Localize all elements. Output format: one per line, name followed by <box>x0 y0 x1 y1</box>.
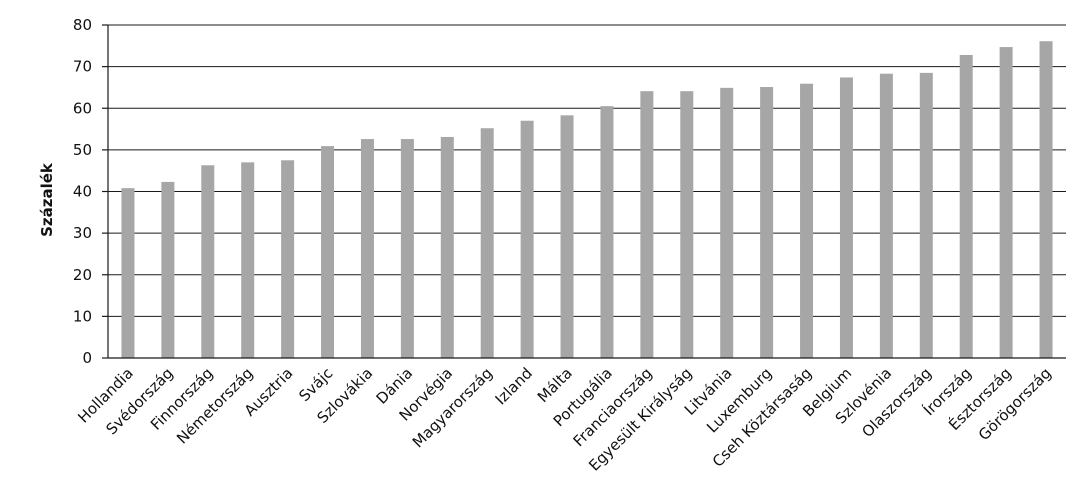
y-axis-title: Százalék <box>38 162 56 237</box>
bar <box>1039 41 1053 358</box>
bar <box>959 54 973 358</box>
y-tick-labels: 0 10 20 30 40 50 60 70 80 <box>73 16 92 367</box>
y-tick-label: 10 <box>73 307 92 325</box>
bar <box>480 128 494 358</box>
bar <box>321 146 335 358</box>
x-tick-labels: HollandiaSvédországFinnországNémetország… <box>74 363 1055 474</box>
gridlines <box>108 24 1066 317</box>
y-tick-label: 20 <box>73 266 92 284</box>
bar <box>640 91 654 358</box>
bar <box>560 115 574 358</box>
x-tick-label: Izland <box>492 364 536 408</box>
bar <box>241 162 255 358</box>
bar <box>440 136 454 358</box>
bars <box>121 41 1053 359</box>
y-tick-label: 60 <box>73 99 92 117</box>
bar <box>600 106 614 358</box>
y-tick-label: 40 <box>73 183 92 201</box>
bar <box>680 91 694 358</box>
bar <box>520 120 534 358</box>
y-tick-label: 70 <box>73 58 92 76</box>
bar <box>121 188 135 358</box>
bar <box>720 87 734 358</box>
bar <box>360 139 374 358</box>
bar <box>800 83 814 358</box>
y-tick-label: 30 <box>73 224 92 242</box>
bar <box>281 160 295 358</box>
bar <box>879 73 893 359</box>
y-tick-label: 0 <box>82 349 92 367</box>
bar <box>919 72 933 359</box>
y-tick-label: 80 <box>73 16 92 34</box>
axes <box>102 24 1066 359</box>
bar <box>999 47 1013 358</box>
bar <box>201 165 215 358</box>
bar <box>161 181 175 358</box>
y-tick-label: 50 <box>73 141 92 159</box>
bar <box>400 139 414 358</box>
bar <box>760 87 774 359</box>
bar <box>839 77 853 358</box>
